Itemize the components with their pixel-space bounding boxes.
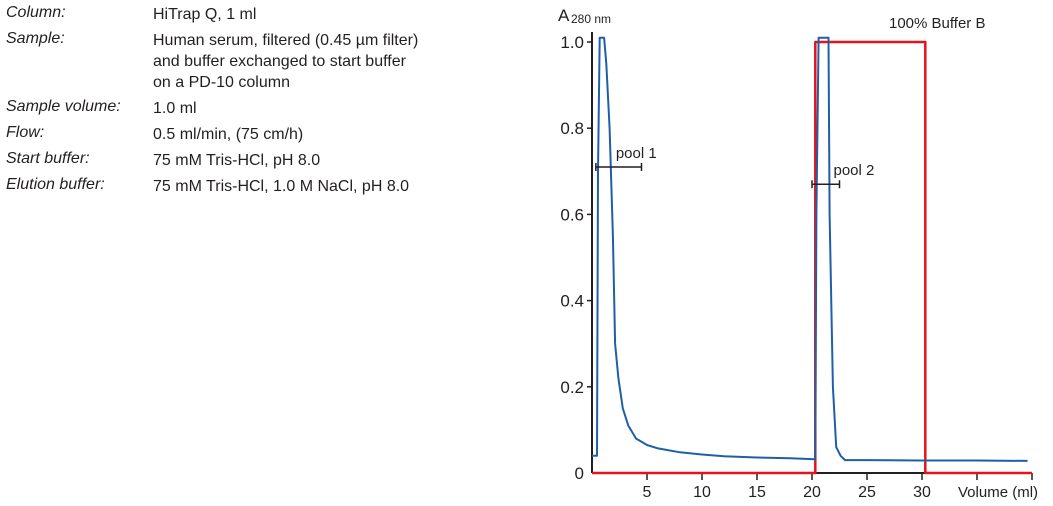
parameter-label: Sample volume: bbox=[6, 98, 121, 115]
parameter-value-line: 0.5 ml/min, (75 cm/h) bbox=[153, 126, 304, 143]
x-tick-label: 5 bbox=[643, 484, 652, 501]
parameter-row: Elution buffer: 75 mM Tris-HCl, 1.0 M NaC… bbox=[6, 176, 418, 197]
buffer-b-label: 100% Buffer B bbox=[889, 15, 985, 32]
y-axis-label-subscript: 280 nm bbox=[571, 12, 611, 26]
parameter-label: Elution buffer: bbox=[6, 176, 105, 193]
parameter-value-line: on a PD-10 column bbox=[153, 74, 290, 91]
parameter-label: Sample: bbox=[6, 30, 65, 47]
x-axis-label: Volume (ml) bbox=[958, 484, 1038, 501]
buffer-b-trace bbox=[592, 40, 1032, 475]
pool-label: pool 1 bbox=[616, 145, 657, 162]
y-tick-label: 0 bbox=[575, 464, 584, 483]
y-axis-label: A bbox=[558, 6, 570, 25]
x-tick-label: 15 bbox=[748, 484, 766, 501]
x-tick-label: 30 bbox=[913, 484, 931, 501]
parameter-value-line: 75 mM Tris-HCl, pH 8.0 bbox=[153, 152, 321, 169]
parameter-value: 75 mM Tris-HCl, pH 8.0 bbox=[153, 150, 320, 171]
parameter-label: Flow: bbox=[6, 124, 45, 141]
absorbance-trace bbox=[592, 36, 1028, 462]
parameter-label: Column: bbox=[6, 4, 66, 21]
y-tick-label: 0.8 bbox=[560, 119, 584, 138]
method-parameters: Column: HiTrap Q, 1 ml Sample: Human serum,… bbox=[6, 4, 418, 202]
y-tick-label: 0.2 bbox=[560, 378, 584, 397]
parameter-value: 1.0 ml bbox=[153, 98, 197, 119]
parameter-value: HiTrap Q, 1 ml bbox=[153, 4, 256, 25]
y-tick-label: 1.0 bbox=[560, 33, 584, 52]
parameter-row: Column: HiTrap Q, 1 ml bbox=[6, 4, 418, 25]
parameter-value: 75 mM Tris-HCl, 1.0 M NaCl, pH 8.0 bbox=[153, 176, 409, 197]
parameter-value: 0.5 ml/min, (75 cm/h) bbox=[153, 124, 303, 145]
y-tick-label: 0.6 bbox=[560, 205, 584, 224]
parameter-row: Start buffer: 75 mM Tris-HCl, pH 8.0 bbox=[6, 150, 418, 171]
x-tick-label: 10 bbox=[693, 484, 711, 501]
pool-label: pool 2 bbox=[834, 162, 875, 179]
parameter-value-line: 1.0 ml bbox=[153, 100, 197, 117]
parameter-value-line: HiTrap Q, 1 ml bbox=[153, 6, 257, 23]
parameter-value-line: and buffer exchanged to start buffer bbox=[153, 53, 406, 70]
parameter-label: Start buffer: bbox=[6, 150, 90, 167]
parameter-row: Flow: 0.5 ml/min, (75 cm/h) bbox=[6, 124, 418, 145]
x-tick-label: 20 bbox=[803, 484, 821, 501]
parameter-value: Human serum, filtered (0.45 µm filter) an… bbox=[153, 30, 418, 93]
parameter-row: Sample volume: 1.0 ml bbox=[6, 98, 418, 119]
parameter-value-line: 75 mM Tris-HCl, 1.0 M NaCl, pH 8.0 bbox=[153, 178, 410, 195]
x-tick-label: 25 bbox=[858, 484, 876, 501]
parameter-row: Sample: Human serum, filtered (0.45 µm fi… bbox=[6, 30, 418, 93]
y-tick-label: 0.4 bbox=[560, 292, 584, 311]
parameter-value-line: Human serum, filtered (0.45 µm filter) bbox=[153, 32, 419, 49]
